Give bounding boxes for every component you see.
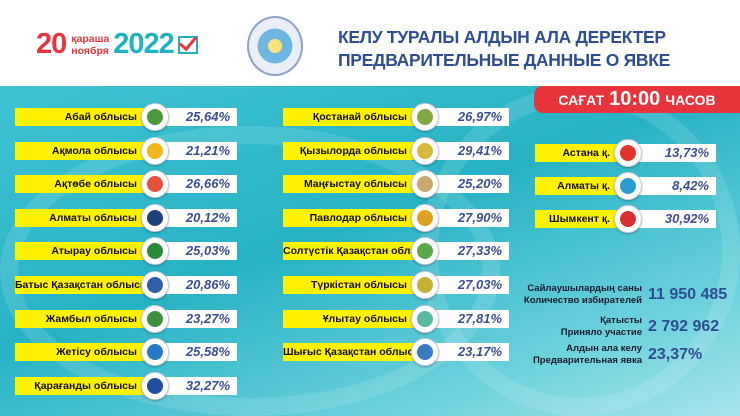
region-name: Қостанай облысы: [283, 108, 425, 126]
stat-label-kz: Қатысты: [600, 315, 642, 326]
region-name: Қарағанды облысы: [15, 376, 155, 395]
title-kz: КЕЛУ ТУРАЛЫ АЛДЫН АЛА ДЕРЕКТЕР: [338, 27, 666, 47]
turnout-value: 25,64%: [155, 108, 237, 126]
region-emblem-icon: [411, 170, 439, 199]
region-name: Астана қ.: [535, 144, 628, 162]
stat-value: 23,37%: [648, 346, 703, 363]
time-badge: САҒАТ 10:00 ЧАСОВ: [534, 86, 740, 113]
region-emblem-icon: [411, 237, 439, 266]
title-ru: ПРЕДВАРИТЕЛЬНЫЕ ДАННЫЕ О ЯВКЕ: [338, 50, 670, 70]
stat-label-kz: Сайлаушылардың саны: [527, 283, 642, 294]
region-name: Алматы қ.: [535, 177, 628, 195]
stat-label: Қатысты Приняло участие: [520, 315, 642, 339]
turnout-value: 30,92%: [628, 210, 716, 228]
turnout-value: 20,12%: [155, 208, 237, 227]
region-name: Ақмола облысы: [15, 141, 155, 160]
turnout-value: 27,81%: [425, 309, 509, 328]
region-name: Солтүстік Қазақстан облысы: [283, 242, 434, 261]
region-emblem-icon: [141, 371, 169, 400]
region-emblem-icon: [141, 304, 169, 333]
region-name: Түркістан облысы: [283, 276, 425, 294]
region-name: Жамбыл облысы: [15, 309, 155, 328]
turnout-value: 13,73%: [628, 144, 716, 162]
region-emblem-icon: [411, 271, 439, 299]
region-emblem-icon: [141, 271, 169, 299]
region-emblem-icon: [411, 203, 439, 232]
turnout-value: 32,27%: [155, 376, 237, 395]
turnout-value: 23,27%: [155, 309, 237, 328]
time-value: 10:00: [609, 88, 661, 110]
region-name: Шымкент қ.: [535, 210, 628, 228]
election-commission-emblem-icon: [247, 16, 303, 76]
month-ru: ноября: [71, 44, 109, 57]
region-emblem-icon: [614, 172, 642, 200]
region-name: Ақтөбе облысы: [15, 175, 155, 194]
turnout-value: 25,58%: [155, 343, 237, 362]
turnout-value: 27,03%: [425, 276, 509, 294]
turnout-value: 23,17%: [425, 343, 509, 362]
header: 20 қараша ноября 2022 КЕЛУ ТУРАЛЫ АЛДЫН А…: [0, 0, 740, 86]
stat-label: Сайлаушылардың саны Количество избирателе…: [520, 283, 642, 307]
turnout-value: 27,90%: [425, 208, 509, 227]
region-emblem-icon: [141, 338, 169, 367]
month-kz: қараша: [71, 32, 110, 45]
turnout-value: 8,42%: [628, 177, 716, 195]
region-emblem-icon: [411, 136, 439, 165]
region-emblem-icon: [614, 139, 642, 167]
region-emblem-icon: [141, 136, 169, 165]
stat-label-ru: Предварительная явка: [532, 355, 642, 366]
date-day: 20: [36, 28, 67, 60]
page-title: КЕЛУ ТУРАЛЫ АЛДЫН АЛА ДЕРЕКТЕР ПРЕДВАРИТ…: [338, 26, 670, 72]
time-suffix: ЧАСОВ: [665, 91, 716, 108]
turnout-value: 25,20%: [425, 175, 509, 194]
stat-value: 2 792 962: [648, 318, 720, 335]
region-name: Шығыс Қазақстан облысы: [283, 343, 425, 362]
region-name: Ұлытау облысы: [283, 309, 425, 328]
date-year: 2022: [113, 28, 175, 60]
turnout-value: 25,03%: [155, 242, 237, 261]
election-date: 20 қараша ноября 2022: [36, 28, 198, 61]
region-name: Алматы облысы: [15, 208, 155, 227]
region-emblem-icon: [141, 203, 169, 232]
stat-label-ru: Количество избирателей: [523, 295, 642, 306]
stat-label-kz: Алдын ала келу: [566, 343, 642, 354]
stat-label-ru: Приняло участие: [560, 327, 642, 338]
region-emblem-icon: [141, 170, 169, 199]
region-emblem-icon: [614, 205, 642, 233]
turnout-value: 29,41%: [425, 141, 509, 160]
region-emblem-icon: [411, 338, 439, 367]
time-prefix: САҒАТ: [558, 91, 605, 108]
region-name: Атырау облысы: [15, 242, 155, 261]
checkbox-check-icon: [177, 35, 198, 54]
region-name: Жетісу облысы: [15, 343, 155, 362]
turnout-value: 26,66%: [155, 175, 237, 194]
region-emblem-icon: [141, 103, 169, 131]
turnout-value: 21,21%: [155, 141, 237, 160]
turnout-value: 27,33%: [425, 242, 509, 261]
region-emblem-icon: [411, 103, 439, 131]
stat-label: Алдын ала келу Предварительная явка: [520, 343, 642, 367]
region-name: Маңғыстау облысы: [283, 175, 425, 194]
stat-value: 11 950 485: [648, 286, 728, 303]
region-name: Қызылорда облысы: [283, 141, 425, 160]
region-name: Батыс Қазақстан облысы: [15, 276, 155, 294]
region-name: Абай облысы: [15, 108, 155, 126]
turnout-value: 20,86%: [155, 276, 237, 294]
region-emblem-icon: [411, 304, 439, 333]
region-name: Павлодар облысы: [283, 208, 425, 227]
turnout-value: 26,97%: [425, 108, 509, 126]
region-emblem-icon: [141, 237, 169, 266]
